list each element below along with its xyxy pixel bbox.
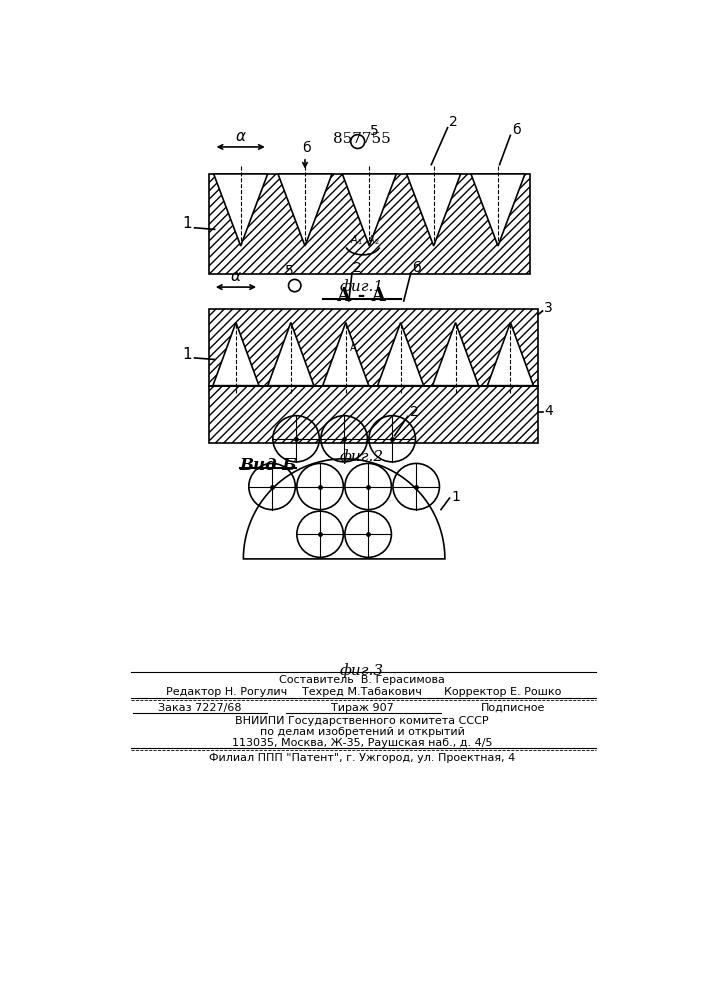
Text: 5: 5 xyxy=(370,124,379,138)
Text: А - А: А - А xyxy=(337,287,387,305)
Text: фиг.1: фиг.1 xyxy=(340,279,384,294)
Text: 1: 1 xyxy=(182,347,192,362)
Bar xyxy=(209,309,538,386)
Text: $A_1$: $A_1$ xyxy=(351,233,363,247)
Text: Корректор Е. Рошко: Корректор Е. Рошко xyxy=(444,687,561,697)
Polygon shape xyxy=(213,323,259,386)
Text: 5: 5 xyxy=(286,264,294,278)
Polygon shape xyxy=(487,323,534,386)
Bar xyxy=(209,386,538,443)
Polygon shape xyxy=(278,174,332,246)
Text: ВНИИПИ Государственного комитета СССР: ВНИИПИ Государственного комитета СССР xyxy=(235,716,489,726)
Polygon shape xyxy=(378,323,423,386)
Text: 2: 2 xyxy=(410,405,419,419)
Text: б: б xyxy=(412,261,421,275)
Text: 2: 2 xyxy=(449,115,458,129)
Polygon shape xyxy=(433,323,479,386)
Text: Редактор Н. Рогулич: Редактор Н. Рогулич xyxy=(166,687,287,697)
Polygon shape xyxy=(214,174,268,246)
Text: Составитель  В. Герасимова: Составитель В. Герасимова xyxy=(279,675,445,685)
Text: Филиал ППП "Патент", г. Ужгород, ул. Проектная, 4: Филиал ППП "Патент", г. Ужгород, ул. Про… xyxy=(209,753,515,763)
Text: 1: 1 xyxy=(451,490,460,504)
Text: Вид Б: Вид Б xyxy=(240,457,297,474)
Polygon shape xyxy=(407,174,461,246)
Text: фиг.3: фиг.3 xyxy=(340,663,384,678)
Text: 113035, Москва, Ж-35, Раушская наб., д. 4/5: 113035, Москва, Ж-35, Раушская наб., д. … xyxy=(232,738,492,748)
Polygon shape xyxy=(342,174,397,246)
Text: 4: 4 xyxy=(544,404,553,418)
Text: 1: 1 xyxy=(182,216,192,231)
Text: 857755: 857755 xyxy=(333,132,391,146)
Polygon shape xyxy=(243,459,445,559)
Text: фиг.2: фиг.2 xyxy=(340,450,384,464)
Text: 2: 2 xyxy=(354,261,362,275)
Text: Заказ 7227/68: Заказ 7227/68 xyxy=(158,703,242,713)
Text: α: α xyxy=(231,269,241,284)
Text: Техред М.Табакович: Техред М.Табакович xyxy=(302,687,422,697)
Text: Тираж 907: Тираж 907 xyxy=(331,703,393,713)
Text: $A_2$: $A_2$ xyxy=(367,233,380,247)
Text: б: б xyxy=(512,123,520,137)
Text: Подписное: Подписное xyxy=(481,703,546,713)
Polygon shape xyxy=(322,323,369,386)
Bar xyxy=(209,174,530,274)
Polygon shape xyxy=(471,174,525,246)
Polygon shape xyxy=(268,323,314,386)
Text: 3: 3 xyxy=(544,302,553,316)
Text: б: б xyxy=(302,141,310,155)
Text: A: A xyxy=(350,343,356,353)
Text: α: α xyxy=(235,129,245,144)
Text: по делам изобретений и открытий: по делам изобретений и открытий xyxy=(259,727,464,737)
